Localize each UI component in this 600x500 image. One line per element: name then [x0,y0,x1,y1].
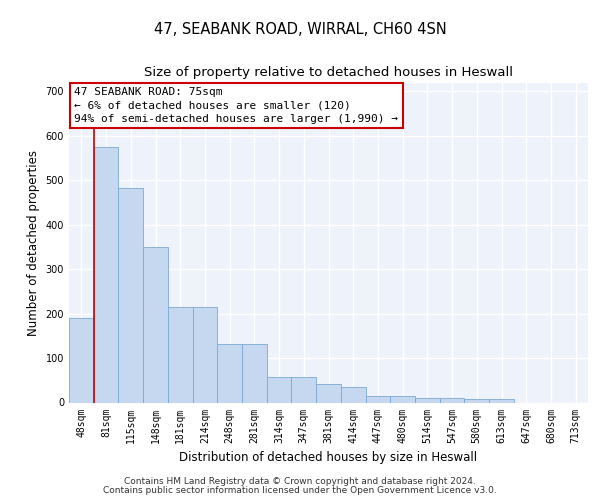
Y-axis label: Number of detached properties: Number of detached properties [27,150,40,336]
Bar [193,307,217,402]
Bar [292,376,316,402]
Bar [464,400,489,402]
Bar [267,376,292,402]
Bar [316,384,341,402]
Text: Contains public sector information licensed under the Open Government Licence v3: Contains public sector information licen… [103,486,497,495]
Bar [69,318,94,402]
Bar [341,387,365,402]
Bar [365,396,390,402]
Text: 47 SEABANK ROAD: 75sqm
← 6% of detached houses are smaller (120)
94% of semi-det: 47 SEABANK ROAD: 75sqm ← 6% of detached … [74,88,398,124]
Bar [118,188,143,402]
Bar [440,398,464,402]
Text: Contains HM Land Registry data © Crown copyright and database right 2024.: Contains HM Land Registry data © Crown c… [124,477,476,486]
Bar [143,247,168,402]
Bar [415,398,440,402]
Bar [489,400,514,402]
Bar [242,344,267,403]
Bar [168,307,193,402]
X-axis label: Distribution of detached houses by size in Heswall: Distribution of detached houses by size … [179,451,478,464]
Bar [94,147,118,403]
Text: 47, SEABANK ROAD, WIRRAL, CH60 4SN: 47, SEABANK ROAD, WIRRAL, CH60 4SN [154,22,446,38]
Bar [390,396,415,402]
Title: Size of property relative to detached houses in Heswall: Size of property relative to detached ho… [144,66,513,78]
Bar [217,344,242,403]
